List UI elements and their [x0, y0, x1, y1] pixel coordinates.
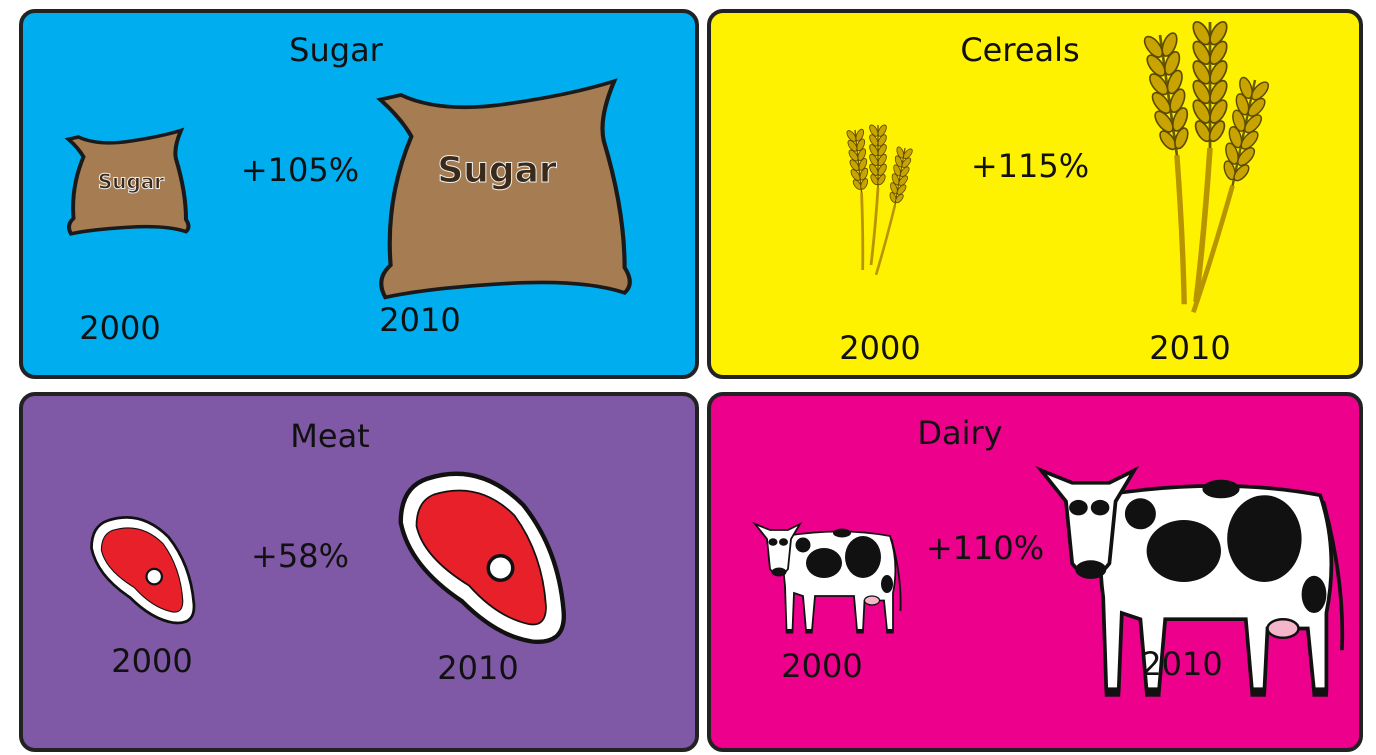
bag-label: Sugar — [437, 150, 557, 191]
change: +115% — [971, 147, 1089, 185]
panel-title: Dairy — [917, 414, 1002, 452]
year: 2000 — [111, 642, 192, 680]
panel-dairy — [707, 392, 1363, 752]
panel-title: Meat — [290, 417, 369, 455]
panel-title: Sugar — [289, 31, 384, 69]
panel-meat — [19, 392, 699, 752]
change: +110% — [926, 529, 1044, 567]
year: 2010 — [437, 649, 518, 687]
year: 2010 — [1141, 645, 1222, 683]
change: +58% — [251, 537, 349, 575]
panel-title: Cereals — [960, 31, 1079, 69]
year: 2010 — [379, 301, 460, 339]
bag-label: Sugar — [98, 170, 164, 194]
year: 2000 — [839, 329, 920, 367]
year: 2010 — [1149, 329, 1230, 367]
year: 2000 — [781, 647, 862, 685]
year: 2000 — [79, 309, 160, 347]
change: +105% — [241, 151, 359, 189]
